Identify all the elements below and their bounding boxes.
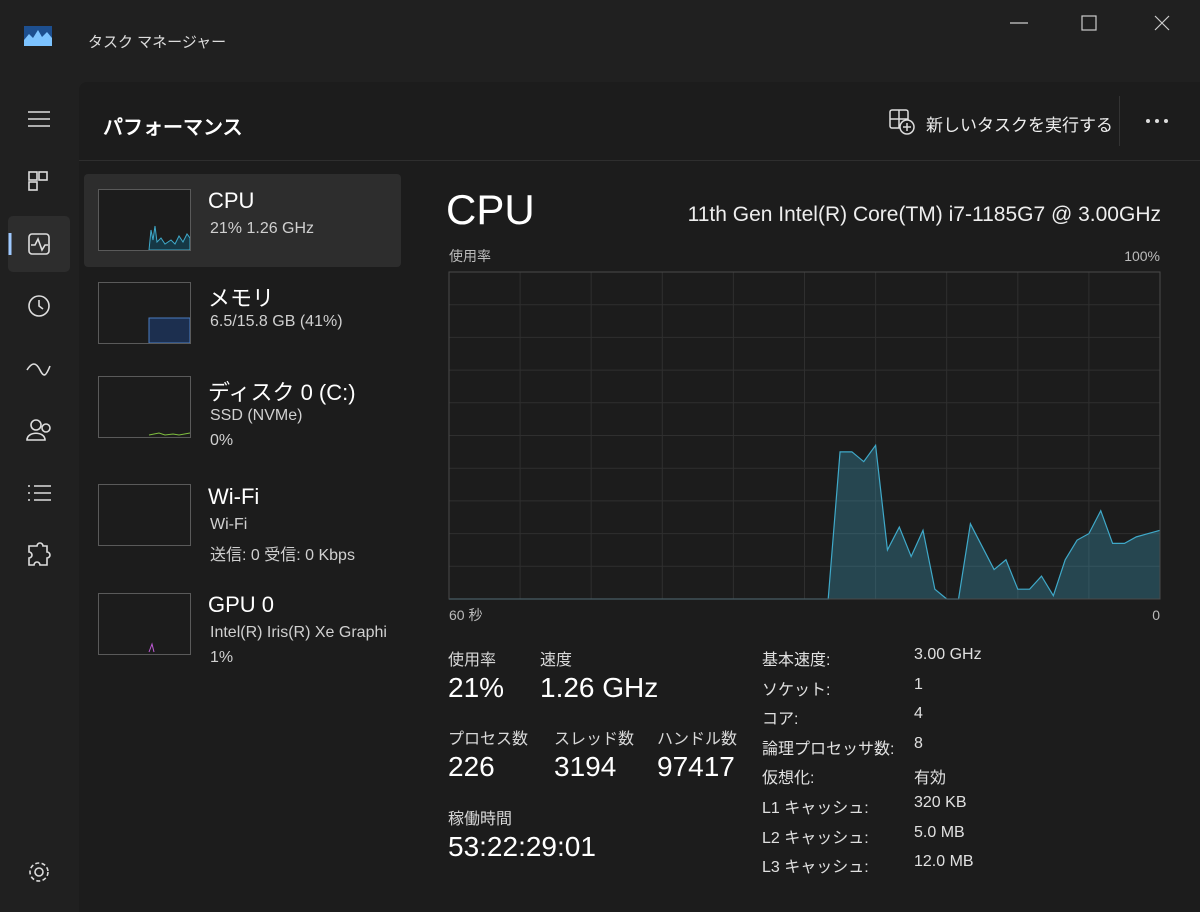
stat-label: プロセス数: [448, 731, 529, 748]
run-task-icon[interactable]: [888, 108, 916, 136]
resource-detail: Wi-Fi: [210, 516, 248, 533]
stat-value: 1.26 GHz: [540, 672, 659, 703]
window-controls[interactable]: [1000, 10, 1190, 40]
x-axis-end-label: 0: [1152, 607, 1160, 623]
spec-label: 論理プロセッサ数:: [762, 740, 895, 758]
thumbnail-graph: [148, 432, 190, 436]
settings-button[interactable]: [29, 862, 49, 882]
stat-label: ハンドル数: [657, 731, 738, 748]
resource-name[interactable]: ディスク 0 (C:): [208, 380, 356, 405]
divider: [1119, 96, 1120, 146]
spec-label: ソケット:: [762, 681, 831, 699]
resource-detail: 21% 1.26 GHz: [210, 220, 315, 237]
spec-label: 基本速度:: [762, 652, 831, 669]
spec-value: 有効: [914, 770, 947, 788]
resource-thumbnail[interactable]: [98, 593, 191, 655]
detail-title: CPU: [446, 186, 535, 233]
sidebar: [8, 111, 70, 882]
performance-tab[interactable]: [28, 233, 50, 255]
spec-label: 仮想化:: [762, 770, 815, 788]
resource-detail: Intel(R) Iris(R) Xe Graphi: [210, 624, 387, 641]
spec-value: 3.00 GHz: [914, 646, 982, 663]
y-axis-label: 使用率: [449, 248, 491, 264]
history-tab[interactable]: [28, 295, 50, 317]
spec-value: 8: [914, 734, 923, 752]
stat-label: 速度: [540, 652, 573, 669]
resource-detail: SSD (NVMe): [210, 407, 303, 424]
resource-thumbnail[interactable]: [98, 484, 191, 546]
header-divider: [79, 160, 1200, 161]
details-tab[interactable]: [28, 485, 51, 501]
spec-value: 320 KB: [914, 794, 967, 811]
thumbnail-graph: [148, 642, 155, 653]
resource-name[interactable]: GPU 0: [208, 592, 275, 617]
stat-value: 53:22:29:01: [448, 831, 596, 862]
stat-value: 226: [448, 751, 495, 782]
y-tick-label: 100%: [1124, 248, 1160, 264]
more-button[interactable]: [1144, 116, 1172, 126]
stat-label: スレッド数: [554, 731, 635, 748]
spec-value: 12.0 MB: [914, 853, 974, 871]
processes-tab[interactable]: [28, 171, 48, 191]
resource-detail: 送信: 0 受信: 0 Kbps: [210, 547, 355, 564]
startup-tab[interactable]: [26, 363, 51, 376]
page-title: パフォーマンス: [103, 117, 243, 139]
run-task-button[interactable]: 新しいタスクを実行する: [926, 116, 1113, 135]
resource-detail: 0%: [210, 432, 234, 449]
stat-label: 使用率: [448, 652, 497, 669]
stat-value: 21%: [448, 672, 505, 703]
spec-label: L2 キャッシュ:: [762, 829, 869, 847]
resource-name[interactable]: CPU: [208, 188, 255, 213]
resource-detail: 1%: [210, 649, 234, 666]
stat-value: 97417: [657, 751, 735, 782]
stat-value: 3194: [554, 751, 617, 782]
cpu-model: 11th Gen Intel(R) Core(TM) i7-1185G7 @ 3…: [687, 203, 1161, 226]
spec-label: L3 キャッシュ:: [762, 859, 869, 877]
maximize[interactable]: [1081, 15, 1097, 31]
spec-value: 5.0 MB: [914, 823, 965, 841]
thumbnail-graph: [148, 225, 190, 250]
app-icon: [24, 26, 52, 46]
users-tab[interactable]: [26, 419, 51, 441]
resource-thumbnail[interactable]: [98, 189, 191, 251]
spec-label: L1 キャッシュ:: [762, 800, 869, 817]
spec-value: 4: [914, 705, 923, 723]
x-axis-start-label: 60 秒: [449, 607, 482, 623]
services-tab[interactable]: [28, 542, 51, 566]
resource-detail: 6.5/15.8 GB (41%): [210, 313, 343, 330]
window-title: タスク マネージャー: [88, 34, 227, 51]
resource-name[interactable]: メモリ: [208, 286, 275, 311]
spec-value: 1: [914, 675, 923, 693]
menu-button[interactable]: [28, 111, 50, 127]
spec-label: コア:: [762, 711, 799, 729]
cpu-graph: 使用率 100% 60 秒 0: [448, 248, 1161, 623]
close[interactable]: [1154, 15, 1170, 31]
stat-label: 稼働時間: [448, 811, 513, 828]
cpu-usage-area: [449, 445, 1160, 599]
resource-name[interactable]: Wi-Fi: [208, 484, 260, 509]
thumbnail-graph: [148, 317, 190, 343]
plot-border: [448, 271, 1161, 600]
resource-thumbnail[interactable]: [98, 376, 191, 438]
